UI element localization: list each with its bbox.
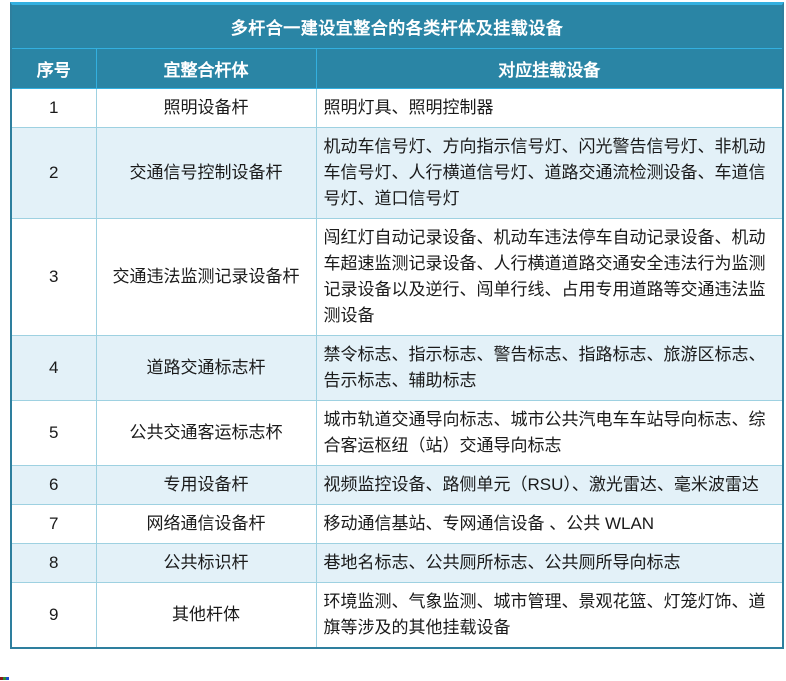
cell-no: 1: [12, 88, 97, 128]
cell-no: 7: [12, 504, 97, 544]
table-title: 多杆合一建设宜整合的各类杆体及挂载设备: [12, 5, 782, 49]
col-header-devices: 对应挂载设备: [315, 48, 782, 89]
col-header-no: 序号: [12, 48, 97, 89]
cell-pole: 网络通信设备杆: [95, 504, 317, 544]
table-row: 1 照明设备杆 照明灯具、照明控制器: [12, 88, 782, 128]
cell-devices: 移动通信基站、专网通信设备 、公共 WLAN: [315, 504, 782, 544]
cell-pole: 专用设备杆: [95, 465, 317, 505]
cell-no: 2: [12, 127, 97, 219]
cell-devices: 视频监控设备、路侧单元（RSU）、激光雷达、毫米波雷达: [315, 465, 782, 505]
table-row: 3 交通违法监测记录设备杆 闯红灯自动记录设备、机动车违法停车自动记录设备、机动…: [12, 218, 782, 336]
table-row: 8 公共标识杆 巷地名标志、公共厕所标志、公共厕所导向标志: [12, 543, 782, 583]
cell-devices: 闯红灯自动记录设备、机动车违法停车自动记录设备、机动车超速监测记录设备、人行横道…: [315, 218, 782, 336]
table-row: 5 公共交通客运标志杯 城市轨道交通导向标志、城市公共汽电车车站导向标志、综合客…: [12, 400, 782, 466]
cell-no: 5: [12, 400, 97, 466]
cell-no: 4: [12, 335, 97, 401]
table-header-row: 序号 宜整合杆体 对应挂载设备: [12, 48, 782, 89]
cell-devices: 环境监测、气象监测、城市管理、景观花篮、灯笼灯饰、道旗等涉及的其他挂载设备: [315, 582, 782, 647]
table-row: 9 其他杆体 环境监测、气象监测、城市管理、景观花篮、灯笼灯饰、道旗等涉及的其他…: [12, 582, 782, 647]
cell-devices: 禁令标志、指示标志、警告标志、指路标志、旅游区标志、告示标志、辅助标志: [315, 335, 782, 401]
table-row: 4 道路交通标志杆 禁令标志、指示标志、警告标志、指路标志、旅游区标志、告示标志…: [12, 335, 782, 401]
cell-pole: 交通违法监测记录设备杆: [95, 218, 317, 336]
table-title-row: 多杆合一建设宜整合的各类杆体及挂载设备: [12, 5, 782, 49]
table-row: 7 网络通信设备杆 移动通信基站、专网通信设备 、公共 WLAN: [12, 504, 782, 544]
cell-pole: 公共标识杆: [95, 543, 317, 583]
cell-no: 9: [12, 582, 97, 647]
cell-devices: 机动车信号灯、方向指示信号灯、闪光警告信号灯、非机动车信号灯、人行横道信号灯、道…: [315, 127, 782, 219]
pixel-artifact: [0, 677, 9, 680]
col-header-pole: 宜整合杆体: [95, 48, 317, 89]
cell-devices: 城市轨道交通导向标志、城市公共汽电车车站导向标志、综合客运枢纽（站）交通导向标志: [315, 400, 782, 466]
cell-no: 3: [12, 218, 97, 336]
cell-pole: 交通信号控制设备杆: [95, 127, 317, 219]
cell-pole: 其他杆体: [95, 582, 317, 647]
cell-devices: 巷地名标志、公共厕所标志、公共厕所导向标志: [315, 543, 782, 583]
cell-devices: 照明灯具、照明控制器: [315, 88, 782, 128]
cell-no: 8: [12, 543, 97, 583]
cell-pole: 道路交通标志杆: [95, 335, 317, 401]
table-row: 6 专用设备杆 视频监控设备、路侧单元（RSU）、激光雷达、毫米波雷达: [12, 465, 782, 505]
cell-pole: 公共交通客运标志杯: [95, 400, 317, 466]
cell-no: 6: [12, 465, 97, 505]
poles-table: 多杆合一建设宜整合的各类杆体及挂载设备 序号 宜整合杆体 对应挂载设备 1 照明…: [12, 5, 782, 647]
poles-table-container: 多杆合一建设宜整合的各类杆体及挂载设备 序号 宜整合杆体 对应挂载设备 1 照明…: [10, 2, 784, 649]
table-row: 2 交通信号控制设备杆 机动车信号灯、方向指示信号灯、闪光警告信号灯、非机动车信…: [12, 127, 782, 219]
cell-pole: 照明设备杆: [95, 88, 317, 128]
